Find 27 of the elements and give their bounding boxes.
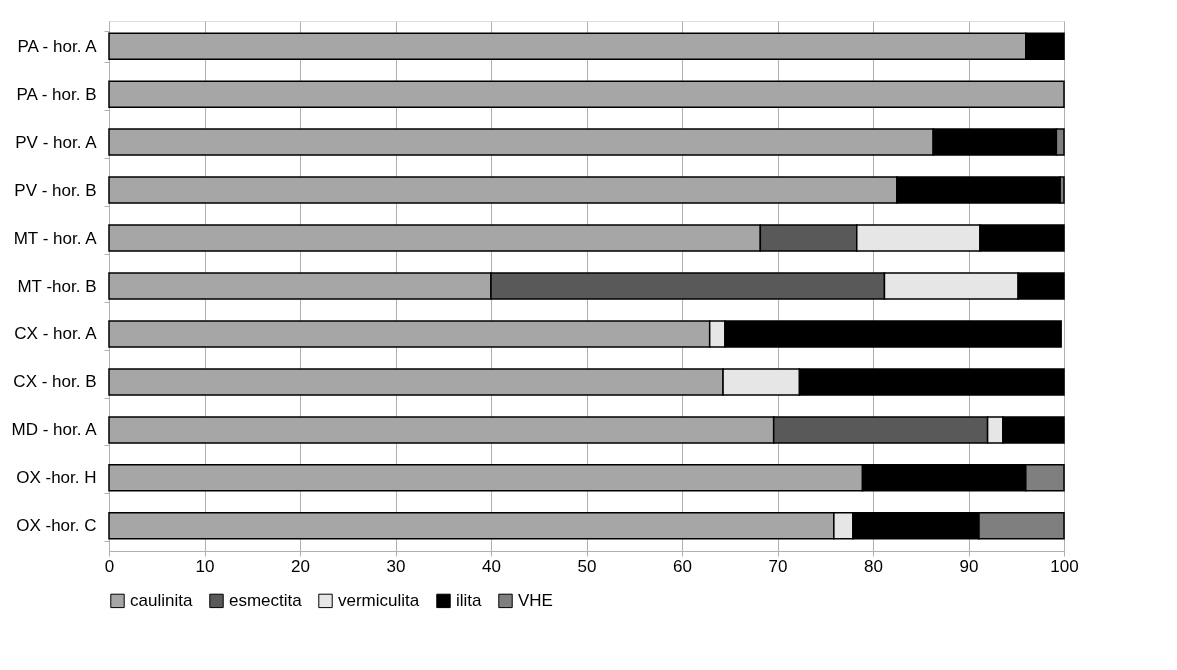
x-tick-label: 60: [673, 556, 692, 576]
legend-label: VHE: [518, 590, 553, 610]
y-tick-label: MD - hor. A: [11, 420, 98, 440]
y-tick-label: PA - hor. A: [17, 36, 98, 56]
y-tick-label: MT - hor. A: [13, 228, 98, 248]
y-tick-label: PV - hor. A: [15, 132, 98, 152]
x-tick-label: 50: [577, 556, 597, 576]
legend-label: esmectita: [229, 590, 303, 610]
x-tick-label: 20: [291, 556, 310, 576]
legend-label: ilita: [456, 590, 483, 610]
y-tick-label: OX -hor. H: [16, 468, 97, 488]
x-tick-label: 100: [1050, 556, 1079, 576]
legend-label: caulinita: [130, 590, 193, 610]
x-tick-label: 90: [959, 556, 979, 576]
y-tick-label: PA - hor. B: [16, 84, 97, 104]
x-tick-label: 80: [864, 556, 883, 576]
y-tick-label: PV - hor. B: [14, 180, 97, 200]
x-tick-label: 70: [768, 556, 788, 576]
y-tick-label: MT -hor. B: [17, 276, 97, 296]
x-tick-label: 10: [195, 556, 215, 576]
x-tick-label: 40: [482, 556, 501, 576]
x-tick-label: 0: [104, 556, 115, 576]
y-tick-label: OX -hor. C: [16, 516, 97, 536]
y-tick-label: CX - hor. B: [13, 372, 97, 392]
y-tick-label: CX - hor. A: [14, 324, 98, 344]
legend-label: vermiculita: [338, 590, 420, 610]
x-tick-label: 30: [386, 556, 406, 576]
